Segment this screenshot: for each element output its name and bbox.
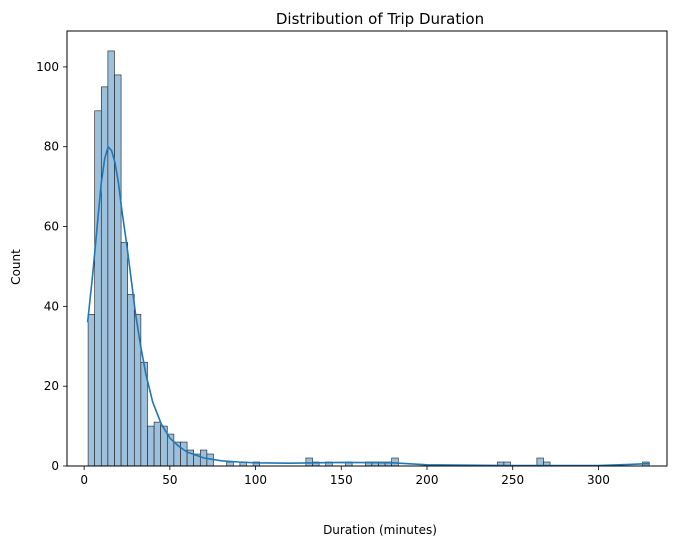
x-tick-label: 150 <box>330 473 353 487</box>
histogram-bar <box>114 74 122 467</box>
y-tick-label: 20 <box>44 379 59 393</box>
x-tick-label: 300 <box>587 473 610 487</box>
plot-frame <box>66 30 668 467</box>
histogram-bar <box>100 86 109 467</box>
y-tick-label: 100 <box>36 60 59 74</box>
x-tick-label: 200 <box>416 473 439 487</box>
histogram-bar <box>127 294 135 467</box>
y-axis-ticks: 0 20 40 60 80 100 <box>36 60 67 473</box>
histogram-bar <box>87 314 95 467</box>
x-tick-label: 250 <box>501 473 524 487</box>
histogram-bar <box>180 441 188 467</box>
chart-title: Distribution of Trip Duration <box>276 10 484 28</box>
y-axis-label: Count <box>9 249 23 285</box>
x-tick-label: 50 <box>162 473 177 487</box>
histogram-bar <box>153 421 161 467</box>
histogram-bar <box>147 425 155 467</box>
y-tick-label: 60 <box>44 220 59 234</box>
y-tick-label: 0 <box>51 459 59 473</box>
x-axis-ticks: 0 50 100 150 200 250 300 <box>80 466 610 487</box>
y-tick-label: 80 <box>44 140 59 154</box>
kde-curve-group <box>86 145 650 467</box>
histogram-bar <box>94 110 102 467</box>
x-axis-label: Duration (minutes) <box>323 523 437 537</box>
histogram-bar <box>120 242 128 467</box>
x-tick-label: 100 <box>244 473 267 487</box>
histogram-bar <box>107 50 115 467</box>
kde-line <box>86 145 650 467</box>
histogram-bar <box>305 457 313 467</box>
y-tick-label: 40 <box>44 299 59 313</box>
histogram-bars <box>87 50 650 467</box>
histogram-bar <box>226 461 234 467</box>
x-tick-label: 0 <box>80 473 88 487</box>
